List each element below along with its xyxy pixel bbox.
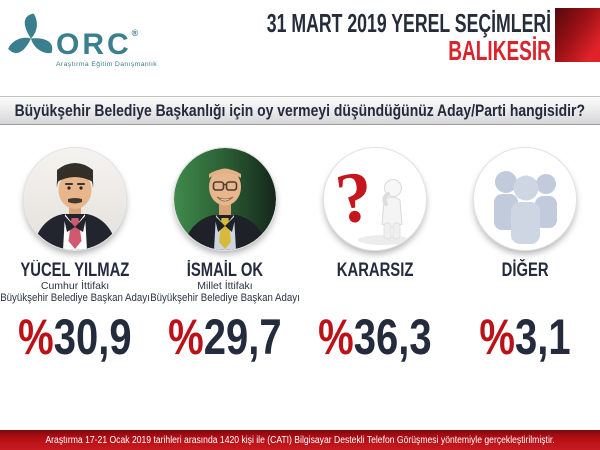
percent-number: 36,3	[353, 309, 432, 365]
brand-name: ORC®	[56, 28, 139, 61]
percent-result: %29,7	[168, 312, 281, 362]
other-label: DİĞER	[501, 260, 549, 281]
percent-result: %36,3	[318, 312, 431, 362]
header: ORC® Araştırma Eğitim Danışmanlık 31 MAR…	[0, 0, 600, 96]
candidate-alliance: Cumhur İttifakı	[40, 280, 110, 292]
header-titles: 31 MART 2019 YEREL SEÇİMLERİ BALIKESİR	[133, 8, 600, 65]
result-column-ismail-ok: İSMAİL OK Millet İttifakı Büyükşehir Bel…	[150, 148, 300, 362]
candidate-name: YÜCEL YILMAZ	[20, 260, 130, 281]
question-text: Büyükşehir Belediye Başkanlığı için oy v…	[14, 100, 586, 120]
candidate-role: Büyükşehir Belediye Başkan Adayı	[0, 292, 150, 304]
result-column-diger: DİĞER %3,1	[450, 148, 600, 362]
candidate-alliance: Millet İttifakı	[197, 280, 253, 292]
percent-sign: %	[318, 309, 354, 365]
city-name: BALIKESİR	[448, 35, 551, 66]
candidate-photo-yucel-yilmaz	[24, 148, 126, 250]
other-people-image	[474, 148, 576, 250]
methodology-note: Araştırma 17-21 Ocak 2019 tarihleri aras…	[45, 434, 555, 446]
orc-logo: ORC® Araştırma Eğitim Danışmanlık	[8, 4, 157, 70]
election-title: 31 MART 2019 YEREL SEÇİMLERİ	[266, 8, 551, 38]
percent-sign: %	[479, 309, 515, 365]
registered-mark: ®	[131, 28, 139, 38]
orc-pinwheel-icon	[8, 13, 53, 54]
percent-result: %30,9	[18, 312, 131, 362]
undecided-label: KARARSIZ	[336, 260, 414, 281]
percent-sign: %	[168, 309, 204, 365]
methodology-footer: Araştırma 17-21 Ocak 2019 tarihleri aras…	[0, 430, 600, 450]
percent-number: 3,1	[514, 309, 571, 365]
percent-result: %3,1	[479, 312, 570, 362]
candidate-name: İSMAİL OK	[186, 260, 264, 281]
percent-sign: %	[18, 309, 54, 365]
brand-tagline: Araştırma Eğitim Danışmanlık	[56, 61, 158, 68]
candidate-photo-ismail-ok	[174, 148, 276, 250]
red-accent-block	[555, 8, 600, 62]
result-column-yucel-yilmaz: YÜCEL YILMAZ Cumhur İttifakı Büyükşehir …	[0, 148, 150, 362]
percent-number: 29,7	[203, 309, 282, 365]
question-banner: Büyükşehir Belediye Başkanlığı için oy v…	[0, 96, 600, 125]
candidate-role: Büyükşehir Belediye Başkan Adayı	[150, 292, 300, 304]
percent-number: 30,9	[53, 309, 132, 365]
logo-text: ORC® Araştırma Eğitim Danışmanlık	[56, 18, 157, 68]
undecided-question-mark-image: ?	[324, 148, 426, 250]
result-column-kararsiz: ? KARARSIZ %36,3	[300, 148, 450, 362]
results-grid: YÜCEL YILMAZ Cumhur İttifakı Büyükşehir …	[0, 148, 600, 362]
